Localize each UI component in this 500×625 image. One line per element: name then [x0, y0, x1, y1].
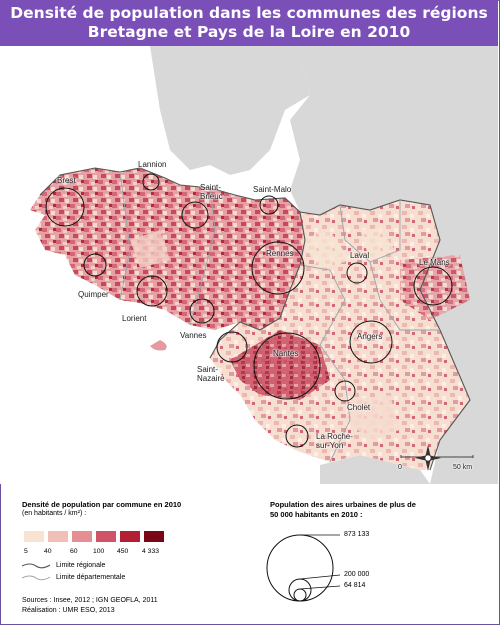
density-swatch-2 — [48, 531, 68, 542]
circle-saint-nazaire — [216, 331, 248, 363]
circle-nantes — [253, 332, 321, 400]
regional-limit-label: Limite régionale — [56, 562, 106, 569]
circle-saint-malo — [259, 195, 279, 215]
population-circle-legend — [266, 534, 341, 602]
circle-cholet — [334, 380, 356, 402]
circle-angers — [349, 320, 393, 364]
city-label-quimper: Quimper — [78, 290, 109, 299]
map-svg — [30, 46, 498, 484]
class-break-6: 4 333 — [142, 548, 160, 555]
density-legend-title: Densité de population par commune en 201… — [22, 500, 182, 509]
city-label-saint-malo: Saint-Malo — [253, 185, 292, 194]
title-line-1: Densité de population dans les communes … — [10, 4, 488, 22]
circle-la-roche-sur-yon — [285, 424, 309, 448]
class-break-4: 100 — [93, 548, 105, 555]
city-label-la-roche-sur-yon: La Roche- sur-Yon — [316, 432, 353, 450]
city-label-lorient: Lorient — [122, 314, 147, 323]
departmental-limit-label: Limite départementale — [56, 574, 126, 581]
density-swatch-4 — [96, 531, 116, 542]
scale-bar — [400, 455, 474, 458]
pop-value-small: 64 814 — [344, 582, 366, 589]
class-break-3: 60 — [70, 548, 78, 555]
city-label-saint-nazaire: Saint- Nazaire — [197, 365, 225, 383]
circle-le-mans — [413, 266, 453, 306]
scale-end-label: 50 km — [453, 464, 473, 471]
circle-vannes — [189, 298, 215, 324]
class-break-5: 450 — [117, 548, 129, 555]
class-break-1: 5 — [24, 548, 28, 555]
pop-value-large: 873 133 — [344, 531, 370, 538]
pop-value-medium: 200 000 — [344, 571, 370, 578]
departmental-boundaries — [119, 171, 440, 463]
map-area: Brest Lannion Saint- Brieuc Saint-Malo R… — [0, 46, 498, 484]
city-label-saint-brieuc: Saint- Brieuc — [200, 183, 223, 201]
density-swatch-6 — [144, 531, 164, 542]
city-label-lannion: Lannion — [138, 160, 167, 169]
city-label-cholet: Cholet — [347, 403, 371, 412]
bretagne-region — [30, 168, 305, 330]
map-title: Densité de population dans les communes … — [0, 0, 498, 46]
circle-lannion — [142, 173, 160, 191]
circle-laval — [346, 262, 368, 284]
north-arrow-icon — [415, 445, 441, 471]
city-label-le-mans: Le Mans — [419, 258, 450, 267]
city-label-laval: Laval — [350, 251, 370, 260]
urban-area-circles — [45, 173, 453, 448]
city-label-nantes: Nantes — [273, 349, 299, 358]
neighbouring-land — [150, 46, 498, 484]
density-swatch-1 — [24, 531, 44, 542]
city-label-vannes: Vannes — [180, 331, 207, 340]
population-legend-title-2: 50 000 habitants en 2010 : — [270, 510, 363, 519]
density-swatch-5 — [120, 531, 140, 542]
circle-rennes — [251, 241, 305, 295]
realisation-text: Réalisation : UMR ESO, 2013 — [22, 607, 115, 614]
circle-brest — [45, 187, 85, 227]
city-label-rennes: Rennes — [266, 249, 294, 258]
circle-lorient — [136, 275, 168, 307]
circle-quimper — [83, 253, 107, 277]
city-label-brest: Brest — [57, 176, 76, 185]
boundary-legend-lines — [22, 563, 51, 581]
regional-boundaries — [39, 167, 471, 471]
circle-saint-brieuc — [181, 201, 209, 229]
sources-text: Sources : Insee, 2012 ; IGN GEOFLA, 2011 — [22, 597, 158, 604]
regions-choropleth — [30, 168, 470, 470]
density-legend-unit: (en habitants / km²) : — [22, 510, 87, 517]
density-swatch-3 — [72, 531, 92, 542]
population-legend-title-1: Population des aires urbaines de plus de — [270, 500, 416, 509]
scale-start-label: 0 — [398, 464, 402, 471]
city-label-angers: Angers — [357, 332, 383, 341]
class-break-2: 40 — [44, 548, 52, 555]
title-line-2: Bretagne et Pays de la Loire en 2010 — [87, 23, 411, 41]
